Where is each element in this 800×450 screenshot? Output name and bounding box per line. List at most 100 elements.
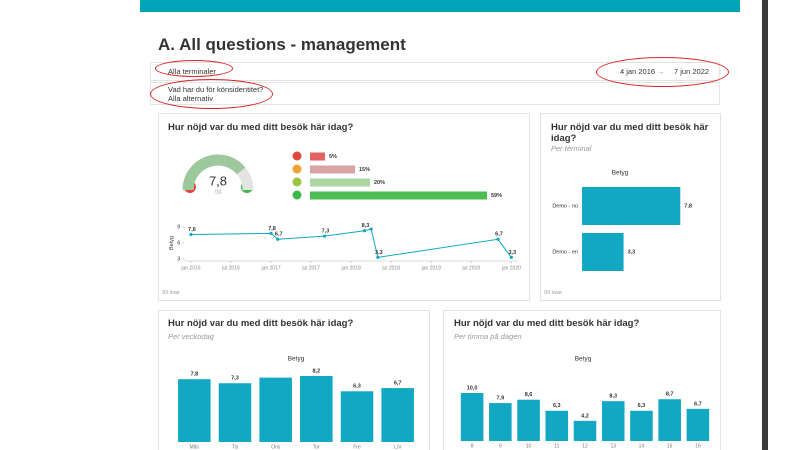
bar	[310, 191, 487, 200]
value-label: 8,3	[609, 394, 617, 400]
x-tick-label: 16	[695, 443, 701, 449]
line	[190, 228, 512, 258]
x-tick-label: jan 2018	[341, 265, 361, 271]
bar	[489, 403, 512, 441]
value-label: 15%	[359, 167, 370, 173]
y-tick-label: 6	[177, 240, 180, 246]
x-tick-label: jul 2016	[221, 265, 240, 271]
value-label: 5%	[329, 154, 337, 160]
x-tick-label: Lör	[394, 444, 402, 450]
card-title: Hur nöjd var du med ditt besök här idag?	[551, 122, 709, 144]
x-tick-label: Tor	[313, 444, 320, 450]
point	[322, 234, 327, 238]
value-label: 3,3	[375, 250, 383, 256]
bar	[310, 152, 325, 161]
value-label: 6,7	[275, 232, 283, 238]
value-label: 7,8	[684, 203, 692, 209]
x-tick-label: jul 2017	[301, 265, 320, 271]
value-label: 7,3	[231, 376, 239, 382]
highlight-ellipse	[155, 60, 233, 77]
x-tick-label: Fre	[353, 444, 361, 450]
card-title: Hur nöjd var du med ditt besök här idag?	[168, 318, 354, 329]
chart-title: Betyg	[612, 170, 629, 177]
smiley	[292, 151, 302, 161]
value-label: 6,7	[394, 381, 402, 387]
card	[158, 113, 530, 301]
x-tick-label: Mån	[189, 443, 199, 450]
point	[376, 255, 380, 259]
response-count: 93 svar	[162, 290, 181, 296]
x-tick-label: jan 2020	[501, 265, 521, 271]
value-label: 8,3	[362, 223, 370, 229]
value-label: 59%	[491, 193, 502, 199]
chart-title: Betyg	[575, 356, 592, 363]
bar	[310, 178, 370, 187]
highlight-ellipse	[596, 57, 729, 87]
x-tick-label: 13	[610, 443, 616, 449]
value-label: 7,8	[268, 226, 276, 232]
scrollbar	[762, 0, 768, 450]
category-label: Demo - no	[552, 203, 578, 209]
x-tick-label: 10	[526, 443, 532, 449]
value-label: 3,3	[508, 250, 516, 256]
x-tick-label: jan 2017	[260, 265, 280, 271]
card-title: Hur nöjd var du med ditt besök här idag?	[168, 122, 354, 133]
bar	[310, 165, 355, 174]
value-label: 3,3	[628, 249, 636, 255]
bar	[460, 393, 484, 441]
value-label: 6,3	[353, 384, 361, 390]
category-label: Demo - en	[552, 249, 578, 255]
bar	[300, 375, 333, 442]
bar	[259, 377, 292, 442]
value-label: 20%	[374, 180, 385, 186]
bar	[218, 383, 252, 442]
point	[269, 231, 273, 235]
bar	[381, 388, 414, 442]
top-bar	[140, 0, 740, 12]
point	[276, 237, 280, 241]
card-subtitle: Per veckodag	[168, 332, 214, 341]
value-label: 6,7	[495, 232, 503, 238]
page-title: A. All questions - management	[158, 35, 406, 54]
point	[362, 229, 367, 233]
x-tick-label: jan 2016	[180, 265, 200, 271]
value-label: 10,0	[467, 385, 478, 391]
point	[496, 237, 500, 241]
x-tick-label: 11	[554, 443, 559, 449]
x-tick-label: Ons	[271, 444, 281, 450]
value-label: 7,3	[322, 229, 330, 235]
value-label: 6,7	[694, 401, 702, 407]
x-tick-label: jul 2019	[462, 265, 481, 271]
smiley	[292, 190, 302, 200]
y-tick-label: 9	[177, 224, 180, 230]
bar	[658, 399, 681, 441]
value-label: 7,9	[497, 396, 505, 402]
value-label: 4,2	[581, 413, 589, 419]
card-subtitle: Per terminal	[551, 144, 592, 153]
bar	[601, 401, 625, 441]
value-label: 6,3	[638, 403, 646, 409]
bar	[545, 410, 569, 441]
x-tick-label: jul 2018	[381, 265, 400, 271]
smiley	[292, 164, 302, 174]
gauge-label: 7,8	[209, 173, 227, 188]
x-tick-label: 8	[471, 443, 474, 449]
value-label: 7,6	[188, 227, 196, 233]
value-label: 6,3	[553, 403, 561, 409]
point	[369, 227, 373, 231]
value-label: 8,6	[525, 392, 533, 398]
chart-title: Betyg	[288, 356, 305, 363]
x-tick-label: 9	[499, 443, 502, 449]
bar	[582, 233, 624, 271]
bar	[340, 391, 374, 442]
gauge-value	[182, 154, 246, 191]
x-tick-label: 12	[582, 443, 588, 449]
gauge-max: /10	[215, 189, 222, 195]
bar	[178, 379, 211, 442]
y-axis-label: Betyg	[169, 236, 175, 250]
value-label: 7,8	[191, 372, 199, 378]
bar	[573, 420, 597, 441]
bar	[582, 187, 681, 225]
